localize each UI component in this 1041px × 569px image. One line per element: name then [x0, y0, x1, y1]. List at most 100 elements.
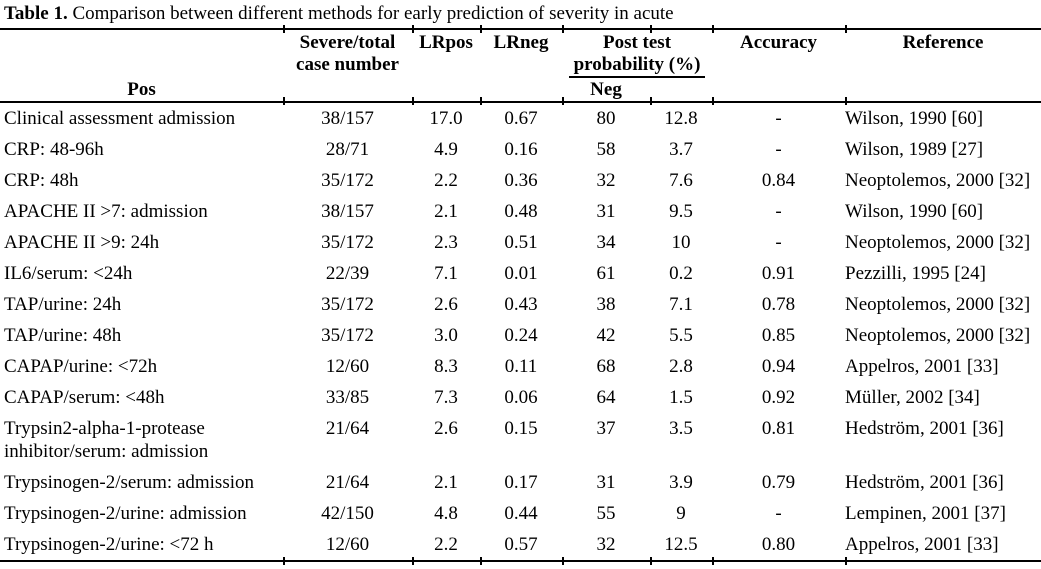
cell-post-neg: 7.6: [669, 170, 693, 191]
cell-accuracy: 0.94: [761, 356, 796, 377]
cell-method: IL6/serum: <24h: [4, 263, 133, 284]
cell-post-pos: 37: [596, 418, 616, 439]
table-caption-text: Comparison between different methods for…: [72, 3, 674, 24]
column-rule-tick: [650, 97, 652, 105]
cell-post-neg: 3.9: [669, 472, 693, 493]
cell-reference: Wilson, 1989 [27]: [845, 139, 984, 160]
column-rule-tick: [412, 97, 414, 105]
cell-severe-total: 28/71: [325, 139, 370, 160]
column-rule-tick: [283, 25, 285, 33]
cell-severe-total: 38/157: [283, 101, 412, 134]
col-header-severe-line1: Severe/total: [299, 32, 396, 53]
cell-accuracy: 0.81: [761, 418, 796, 439]
cell-lrneg: 0.57: [480, 529, 562, 562]
cell-post-neg: 9: [676, 503, 686, 524]
cell-post-neg: 5.5: [669, 325, 693, 346]
table-caption: Table 1. Comparison between different me…: [0, 0, 1041, 30]
cell-accuracy: 0.78: [761, 294, 796, 315]
cell-accuracy: 0.79: [761, 472, 796, 493]
table-row: TAP/urine: 24h 35/172 2.6 0.43 38 7.1 0.…: [0, 289, 1041, 320]
col-header-neg: Neg: [590, 79, 622, 100]
column-rule-tick: [845, 25, 847, 33]
cell-accuracy: -: [775, 201, 782, 222]
cell-severe-total: 35/172: [321, 232, 374, 253]
table-row: Trypsinogen-2/serum: admission 21/64 2.1…: [0, 467, 1041, 498]
column-rule-tick: [562, 25, 564, 33]
cell-lrpos: 2.1: [434, 472, 458, 493]
cell-accuracy: 0.84: [761, 170, 796, 191]
col-header-post-test-line1: Post test: [602, 32, 672, 53]
cell-severe-total: 35/172: [321, 294, 374, 315]
cell-post-pos: 31: [596, 201, 616, 222]
cell-lrneg: 0.16: [504, 139, 538, 160]
cell-method: Clinical assessment admission: [0, 101, 283, 134]
col-header-reference: Reference: [902, 32, 984, 53]
col-header-accuracy: Accuracy: [740, 32, 818, 53]
column-rule-tick: [480, 97, 482, 105]
cell-post-pos: 55: [596, 503, 616, 524]
cell-post-neg: 3.5: [669, 418, 693, 439]
table-row: CAPAP/urine: <72h 12/60 8.3 0.11 68 2.8 …: [0, 351, 1041, 382]
cell-reference: Appelros, 2001 [33]: [845, 356, 999, 377]
col-header-lrneg: LRneg: [493, 32, 549, 53]
cell-lrpos: 2.3: [434, 232, 458, 253]
column-rule-tick: [480, 557, 482, 565]
cell-lrpos: 17.0: [412, 101, 480, 134]
cell-reference: Hedström, 2001 [36]: [845, 418, 1004, 439]
cell-post-neg: 2.8: [669, 356, 693, 377]
cell-lrneg: 0.17: [504, 472, 538, 493]
col-header-pos: Pos: [127, 79, 156, 100]
column-rule-tick: [650, 25, 652, 33]
column-rule-tick: [712, 97, 714, 105]
cell-method: APACHE II >7: admission: [4, 201, 208, 222]
cell-post-pos: 42: [596, 325, 616, 346]
cell-reference: Müller, 2002 [34]: [845, 387, 980, 408]
column-rule-tick: [845, 97, 847, 105]
cell-post-neg: 12.8: [650, 101, 713, 134]
cell-lrpos: 8.3: [434, 356, 458, 377]
table-row: IL6/serum: <24h 22/39 7.1 0.01 61 0.2 0.…: [0, 258, 1041, 289]
cell-post-pos: 32: [596, 170, 616, 191]
table-header: Severe/total case number LRpos LRneg Pos…: [0, 30, 1041, 102]
cell-lrneg: 0.01: [504, 263, 538, 284]
cell-lrneg: 0.44: [504, 503, 538, 524]
table-row: APACHE II >9: 24h 35/172 2.3 0.51 34 10 …: [0, 227, 1041, 258]
cell-method: CRP: 48h: [4, 170, 79, 191]
cell-method: Trypsin2-alpha-1-protease inhibitor/seru…: [4, 418, 209, 462]
table-row: Trypsinogen-2/urine: admission 42/150 4.…: [0, 498, 1041, 529]
cell-lrpos: 4.9: [434, 139, 458, 160]
cell-severe-total: 12/60: [283, 529, 412, 562]
cell-lrneg: 0.43: [504, 294, 538, 315]
cell-accuracy: 0.91: [761, 263, 796, 284]
column-rule-tick: [712, 25, 714, 33]
cell-post-pos: 80: [562, 101, 650, 134]
cell-reference: Neoptolemos, 2000 [32]: [845, 294, 1031, 315]
cell-post-neg: 10: [671, 232, 691, 253]
cell-reference: Wilson, 1990 [60]: [845, 201, 984, 222]
cell-reference: Lempinen, 2001 [37]: [845, 503, 1006, 524]
cell-accuracy: 0.85: [761, 325, 796, 346]
cell-severe-total: 38/157: [321, 201, 374, 222]
cell-method: TAP/urine: 48h: [4, 325, 122, 346]
column-rule-tick: [412, 557, 414, 565]
cell-lrpos: 2.6: [434, 418, 458, 439]
cell-method: CAPAP/serum: <48h: [4, 387, 165, 408]
cell-accuracy: 0.80: [712, 529, 846, 562]
cell-severe-total: 22/39: [325, 263, 370, 284]
cell-post-pos: 38: [596, 294, 616, 315]
cell-severe-total: 35/172: [321, 170, 374, 191]
col-header-severe-total: Severe/total case number: [283, 30, 412, 102]
cell-lrpos: 4.8: [434, 503, 458, 524]
table-row: CAPAP/serum: <48h 33/85 7.3 0.06 64 1.5 …: [0, 382, 1041, 413]
cell-lrpos: 2.1: [434, 201, 458, 222]
cell-post-neg: 3.7: [669, 139, 693, 160]
cell-post-pos: 34: [596, 232, 616, 253]
cell-lrneg: 0.67: [480, 101, 562, 134]
column-rule-tick: [283, 557, 285, 565]
cell-lrpos: 2.2: [412, 529, 480, 562]
col-header-post-test: Post test probability (%): [562, 30, 712, 78]
column-rule-tick: [412, 25, 414, 33]
cell-reference: Hedström, 2001 [36]: [845, 472, 1004, 493]
cell-severe-total: 33/85: [325, 387, 370, 408]
column-rule-tick: [562, 557, 564, 565]
